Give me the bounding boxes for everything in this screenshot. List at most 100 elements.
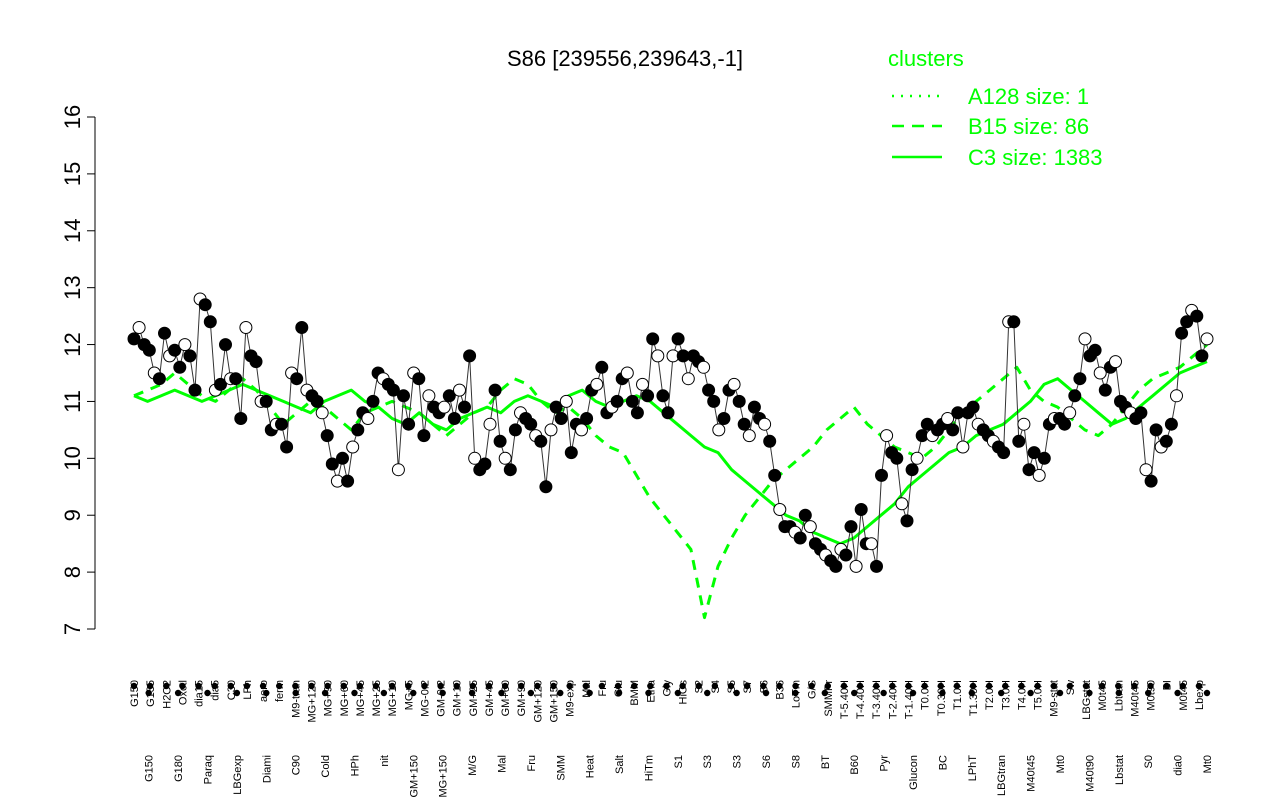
data-point	[1073, 372, 1087, 386]
y-tick-label: 7	[60, 623, 85, 635]
data-point	[142, 343, 156, 357]
x-tick-label: GM+10	[452, 680, 464, 716]
x-tick-label: B60	[849, 755, 861, 775]
data-point	[234, 412, 248, 425]
x-tick-marker	[501, 682, 509, 690]
x-tick-label: BT	[820, 755, 832, 769]
x-tick-label: LPh	[242, 680, 254, 700]
x-tick-label: Sw	[1065, 680, 1077, 695]
data-point	[1012, 434, 1026, 448]
x-tick-marker	[276, 682, 283, 690]
data-point	[641, 389, 655, 403]
data-point	[1093, 366, 1107, 380]
x-tick-label: Oxctl	[177, 680, 189, 705]
x-tick-marker	[145, 689, 152, 697]
x-tick-label: LBGstat	[1081, 680, 1093, 720]
data-point	[366, 394, 380, 408]
legend-label-a128: A128 size: 1	[968, 84, 1089, 109]
x-tick-marker	[388, 682, 396, 690]
x-tick-label: MG+5	[403, 680, 415, 710]
data-point	[870, 559, 883, 573]
x-tick-marker	[1115, 682, 1122, 690]
x-tick-label: S3	[732, 755, 744, 768]
x-tick-label: HiOs	[678, 680, 690, 705]
x-tick-marker	[663, 682, 670, 690]
x-tick-marker	[1131, 682, 1138, 690]
data-point	[178, 338, 192, 352]
data-point	[458, 400, 471, 414]
x-tick-label: MG+25	[371, 680, 383, 716]
data-point	[1109, 355, 1122, 369]
x-tick-label: M40t45	[1129, 680, 1141, 717]
x-tick-marker	[630, 682, 638, 690]
data-point	[1022, 463, 1036, 477]
x-tick-label: B36	[774, 680, 786, 700]
x-tick-label: S0	[1143, 755, 1155, 768]
x-tick-marker	[889, 682, 896, 690]
x-tick-marker	[1203, 689, 1211, 697]
x-tick-label: Fru	[526, 755, 538, 772]
x-tick-label: S4	[710, 680, 722, 693]
data-point	[946, 423, 960, 437]
x-tick-label: MG+150	[438, 755, 450, 798]
x-tick-marker	[792, 682, 799, 690]
x-tick-marker	[711, 682, 719, 690]
data-point	[910, 451, 924, 465]
x-tick-marker	[566, 682, 573, 690]
data-point	[524, 417, 538, 431]
y-axis: 7 8 9 10 11 12 13 14 15 16	[60, 105, 96, 635]
x-tick-marker	[840, 682, 848, 690]
data-point	[198, 298, 212, 312]
x-tick-label: ferm	[274, 680, 286, 702]
data-point	[1088, 343, 1102, 357]
data-point	[422, 389, 436, 403]
x-tick-label: GM+150	[549, 680, 561, 723]
data-point	[397, 389, 410, 403]
x-tick-marker	[727, 682, 735, 690]
data-point	[336, 451, 349, 465]
x-tick-label: T4.0H	[1016, 680, 1028, 710]
x-tick-marker	[645, 689, 652, 697]
data-point	[183, 349, 197, 363]
x-tick-marker	[808, 682, 815, 690]
data-point	[595, 360, 609, 374]
x-tick-marker	[518, 682, 525, 690]
data-point	[239, 321, 253, 334]
x-tick-marker	[550, 682, 557, 690]
x-tick-label: T0.30H	[936, 680, 948, 716]
x-tick-marker	[1174, 689, 1181, 697]
x-tick-marker	[292, 682, 299, 690]
data-point	[610, 394, 624, 408]
x-tick-label: Pyr	[879, 755, 891, 772]
data-point	[717, 412, 731, 425]
x-tick-marker	[647, 682, 654, 690]
data-point	[315, 406, 329, 420]
x-tick-marker	[674, 689, 682, 697]
x-tick-label: Fru	[597, 680, 609, 697]
data-point	[1063, 406, 1077, 420]
data-point	[575, 423, 588, 437]
x-tick-label: dia0	[1173, 755, 1185, 776]
x-tick-marker	[985, 682, 993, 690]
data-point	[727, 377, 741, 391]
x-tick-marker	[968, 689, 976, 697]
x-tick-label: MG+10	[387, 680, 399, 716]
x-tick-label: GM+150	[408, 755, 420, 798]
data-point	[1139, 463, 1153, 477]
x-tick-label: T1.30H	[968, 680, 980, 716]
data-point	[1159, 434, 1173, 448]
data-point	[890, 451, 904, 465]
x-tick-marker	[1056, 689, 1064, 697]
data-point	[966, 400, 980, 414]
data-point	[402, 417, 416, 431]
legend-title: clusters	[888, 46, 964, 71]
y-tick-label: 13	[60, 275, 85, 299]
x-tick-label: MG+120	[306, 680, 318, 723]
x-tick-label: G/S	[807, 680, 819, 699]
x-tick-marker	[1145, 689, 1152, 697]
x-tick-marker	[921, 682, 928, 690]
x-tick-label: M9-exp	[565, 680, 577, 717]
x-tick-label: T-4.40H	[855, 680, 867, 719]
data-point	[508, 423, 522, 437]
x-axis: G150G135H2O2Oxctldia15dia5C30LPhaeroferm…	[129, 679, 1214, 797]
